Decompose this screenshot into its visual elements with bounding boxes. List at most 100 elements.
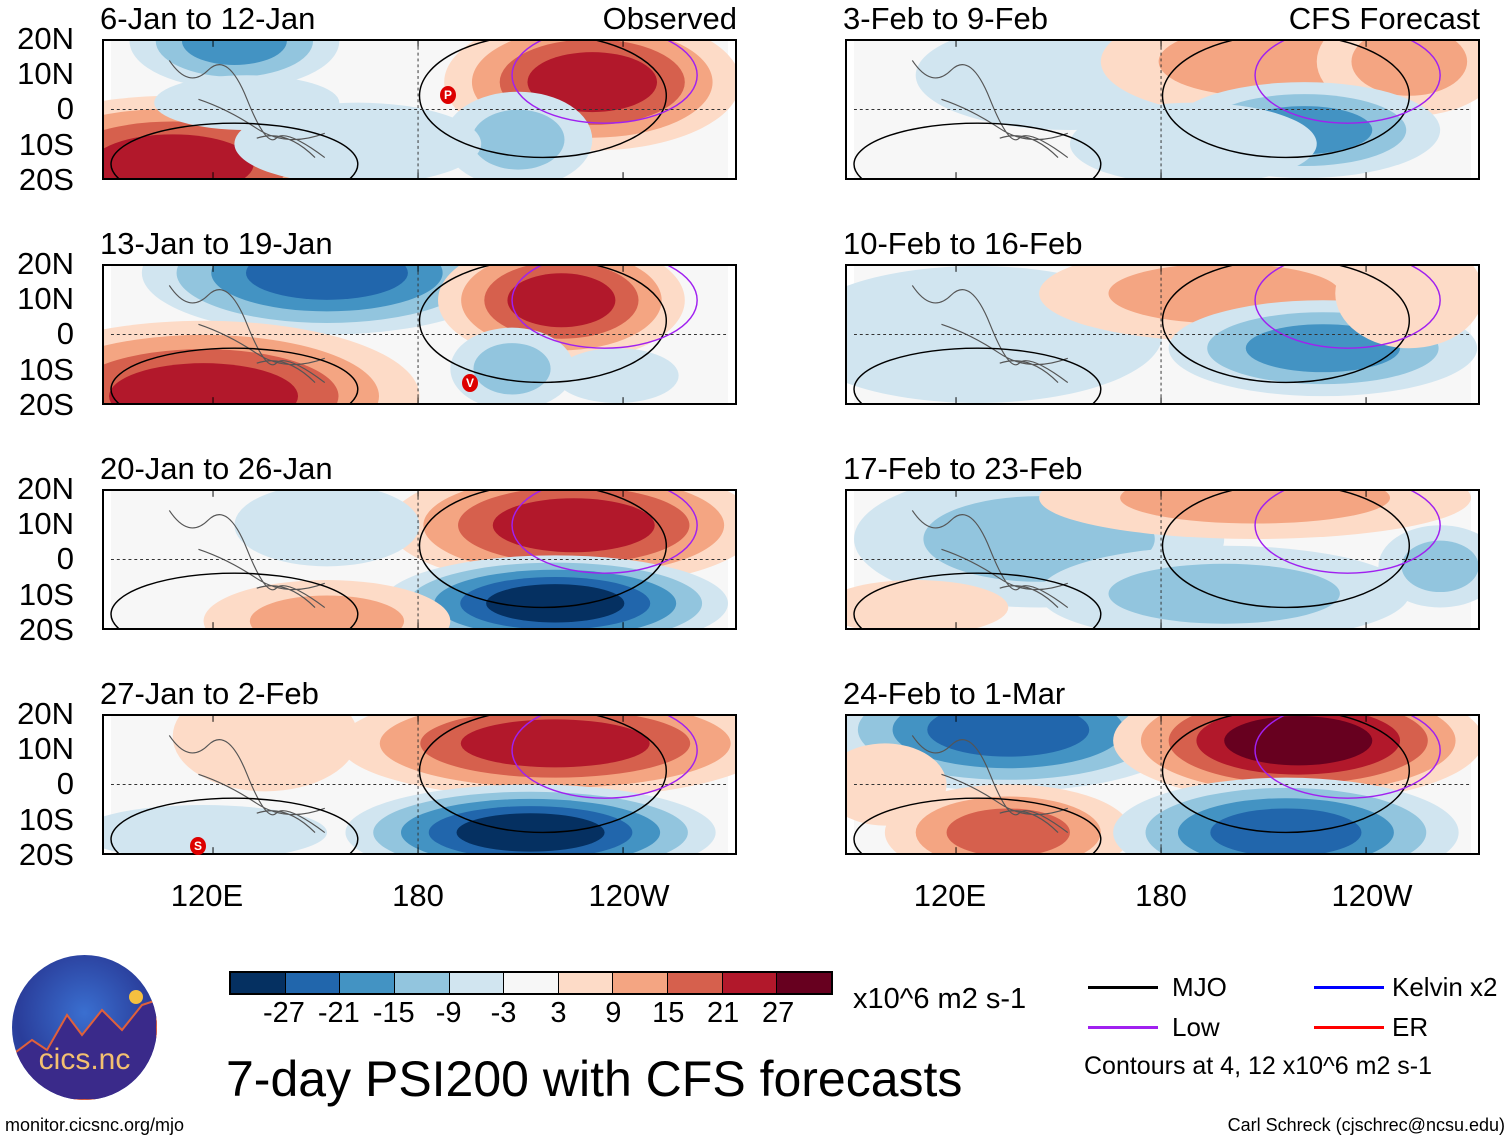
field-contour-fill — [1351, 41, 1468, 96]
colorbar-label: -21 — [317, 997, 360, 1029]
field-contour-fill — [473, 343, 551, 395]
colorbar-swatch — [558, 973, 614, 993]
wave-marker: S — [190, 837, 206, 855]
field-contour-fill — [1069, 102, 1317, 178]
field-contour-fill — [1120, 491, 1390, 524]
map-panel — [102, 714, 737, 855]
panel-title: 3-Feb to 9-Feb — [843, 1, 1049, 36]
colorbar-label: -3 — [490, 997, 517, 1029]
longitude-label: 180 — [1135, 878, 1187, 913]
latitude-label: 10S — [18, 801, 74, 837]
colorbar-label: 27 — [761, 997, 795, 1029]
latitude-label: 20N — [17, 246, 74, 281]
colorbar-swatch — [449, 973, 505, 993]
anomaly-contour-line — [418, 41, 667, 159]
field-contour-fill — [109, 363, 299, 403]
colorbar-swatch — [668, 973, 723, 993]
colorbar — [229, 971, 833, 995]
map-panel — [102, 264, 737, 405]
anomaly-contour-line — [110, 122, 359, 178]
latitude-label: 0 — [56, 316, 74, 352]
anomaly-contour-line — [1161, 716, 1410, 834]
field-contour-fill — [1108, 563, 1340, 624]
coastline — [911, 510, 1069, 609]
latitude-label: 20S — [18, 836, 74, 872]
field-contour-fill — [527, 52, 658, 113]
anomaly-contour-line — [511, 41, 698, 124]
colorbar-swatch — [722, 973, 778, 993]
wave-marker: V — [462, 374, 478, 392]
panel-tag: Observed — [602, 1, 737, 36]
latitude-label: 10S — [18, 126, 74, 162]
anomaly-contour-line — [511, 716, 698, 799]
anomaly-contour-line — [110, 797, 359, 853]
field-contour-fill — [486, 584, 625, 623]
map-panel — [102, 489, 737, 630]
latitude-label: 0 — [56, 541, 74, 577]
longitude-label: 120W — [588, 878, 670, 913]
coastline — [168, 735, 326, 834]
anomaly-contour-line — [511, 266, 698, 349]
latitude-label: 10S — [18, 351, 74, 387]
anomaly-contour-line — [1161, 266, 1410, 384]
panel-title: 17-Feb to 23-Feb — [843, 451, 1083, 486]
latitude-label: 20S — [18, 386, 74, 422]
panel-title: 10-Feb to 16-Feb — [843, 226, 1083, 261]
latitude-label: 20S — [18, 161, 74, 197]
legend-kelvin-line — [1314, 986, 1384, 989]
field-contour-fill — [234, 491, 420, 567]
field-contour-fill — [507, 273, 616, 328]
legend: MJO Kelvin x2 Low ER Contours at 4, 12 x… — [1084, 970, 1508, 1090]
latitude-label: 10N — [17, 731, 74, 767]
legend-mjo-line — [1088, 986, 1158, 989]
anomaly-contour-line — [418, 716, 667, 834]
colorbar-swatch — [340, 973, 395, 993]
footer-url: monitor.cicsnc.org/mjo — [5, 1115, 185, 1135]
anomaly-contour-line — [1161, 491, 1410, 609]
field-contour-fill — [104, 134, 254, 178]
latitude-label: 0 — [56, 91, 74, 127]
field-contour-fill — [172, 716, 358, 792]
latitude-label: 20S — [18, 611, 74, 647]
longitude-label: 180 — [392, 878, 444, 913]
panel-tag: CFS Forecast — [1288, 1, 1480, 36]
legend-er-label: ER — [1392, 1012, 1429, 1042]
longitude-label: 120E — [170, 878, 244, 913]
field-contour-fill — [154, 75, 340, 131]
figure-title: 7-day PSI200 with CFS forecasts — [226, 1051, 963, 1107]
field-contour-fill — [1210, 808, 1362, 853]
colorbar-label: -9 — [435, 997, 462, 1029]
coastline — [911, 285, 1069, 384]
legend-note: Contours at 4, 12 x10^6 m2 s-1 — [1084, 1052, 1433, 1080]
latitude-label: 20N — [17, 21, 74, 56]
colorbar-label: 15 — [652, 997, 685, 1029]
panel-title: 13-Jan to 19-Jan — [100, 226, 333, 261]
latitude-label: 0 — [56, 766, 74, 802]
coastline — [911, 735, 1069, 834]
anomaly-contour-line — [1254, 491, 1441, 574]
panel-title: 20-Jan to 26-Jan — [100, 451, 333, 486]
cics-logo: cics.nc — [12, 955, 157, 1100]
field-contour-fill — [181, 41, 287, 65]
colorbar-swatch — [394, 973, 450, 993]
anomaly-contour-line — [853, 347, 1102, 403]
field-contour-fill — [249, 595, 405, 628]
mountain-icon — [12, 990, 157, 1100]
anomaly-contour-line — [853, 572, 1102, 628]
colorbar-swatch — [777, 973, 832, 993]
colorbar-swatch — [231, 973, 286, 993]
anomaly-contour-line — [511, 491, 698, 574]
coastline — [911, 60, 1069, 159]
field-contour-fill — [104, 805, 327, 853]
map-panel — [845, 489, 1480, 630]
anomaly-contour-line — [853, 122, 1102, 178]
field-contour-fill — [1245, 324, 1401, 373]
legend-low-label: Low — [1172, 1012, 1220, 1042]
legend-er-line — [1314, 1026, 1384, 1029]
wave-marker: P — [440, 86, 456, 104]
colorbar-swatch — [613, 973, 669, 993]
latitude-label: 10N — [17, 506, 74, 542]
field-contour-fill — [245, 266, 408, 300]
legend-low-line — [1088, 1026, 1158, 1029]
field-contour-fill — [1224, 716, 1373, 766]
